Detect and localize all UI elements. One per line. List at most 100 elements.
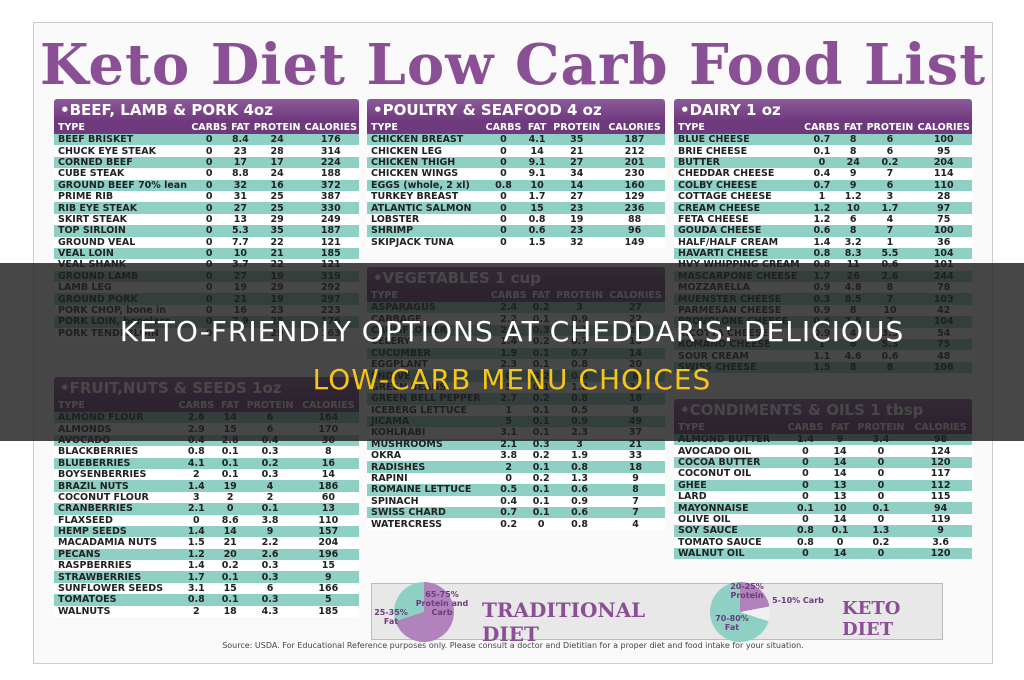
- table-row: TOP SIRLOIN 0 5.3 35 187: [54, 225, 359, 237]
- table-cell: RIB EYE STEAK: [54, 202, 190, 214]
- table-cell: 157: [297, 525, 359, 538]
- table-cell: 1.2: [802, 202, 842, 214]
- table-cell: GROUND BEEF 70% lean: [54, 179, 190, 191]
- table-row: CREAM CHEESE 1.2 10 1.7 97: [674, 202, 972, 214]
- table-cell: 0.7: [802, 179, 842, 191]
- table-cell: 0.8: [174, 594, 218, 606]
- table-cell: 1.7: [174, 571, 218, 583]
- table-cell: 117: [909, 468, 972, 480]
- table-cell: 0: [174, 514, 218, 526]
- table-cell: COCOA BUTTER: [674, 456, 784, 469]
- table-cell: 187: [302, 225, 359, 237]
- table-row: SKIPJACK TUNA 0 1.5 32 149: [367, 236, 665, 248]
- table-cell: 8.8: [229, 168, 252, 180]
- table-cell: 0.6: [524, 225, 550, 237]
- table-cell: 0.1: [852, 502, 910, 514]
- table-cell: 27: [229, 202, 252, 214]
- table-cell: BEEF BRISKET: [54, 134, 190, 146]
- table-cell: 28: [915, 190, 972, 203]
- table-row: CHICKEN BREAST 0 4.1 35 187: [367, 134, 665, 146]
- table-cell: 14: [217, 525, 243, 538]
- table-row: ATLANTIC SALMON 0 15 23 236: [367, 202, 665, 214]
- table-cell: 0: [827, 536, 853, 548]
- table-row: BLUEBERRIES 4.1 0.1 0.2 16: [54, 457, 359, 469]
- table-cell: 204: [297, 537, 359, 549]
- table-row: LOBSTER 0 0.8 19 88: [367, 213, 665, 226]
- table-cell: WALNUTS: [54, 605, 175, 618]
- table-cell: COLBY CHEESE: [674, 179, 803, 191]
- table-cell: 0: [783, 445, 828, 457]
- table-cell: 6: [841, 213, 865, 226]
- table-row: GROUND VEAL 0 7.7 22 121: [54, 236, 359, 248]
- table-cell: 8.4: [229, 134, 252, 146]
- table-cell: TOP SIRLOIN: [54, 225, 190, 237]
- table-cell: WATERCRESS: [367, 518, 488, 530]
- table-cell: 24: [251, 168, 303, 180]
- table-cell: 21: [549, 145, 605, 157]
- table-row: FETA CHEESE 1.2 6 4 75: [674, 213, 972, 226]
- table-cell: 35: [549, 134, 605, 146]
- table-cell: 94: [909, 502, 972, 514]
- table-cell: 0.8: [783, 525, 828, 537]
- section-heading: •POULTRY & SEAFOOD 4 oz: [367, 99, 665, 121]
- table-cell: COCONUT OIL: [674, 468, 784, 480]
- table-cell: CREAM CHEESE: [674, 202, 803, 214]
- table-cell: 1.5: [174, 537, 218, 549]
- table-cell: 0: [783, 547, 828, 560]
- poster-title: Keto Diet Low Carb Food List: [39, 32, 987, 98]
- table-cell: 14: [827, 547, 853, 560]
- table-row: BOYSENBERRIES 2 0.1 0.3 14: [54, 468, 359, 481]
- table-cell: 115: [909, 490, 972, 503]
- table-cell: TOMATO SAUCE: [674, 536, 784, 548]
- table-cell: 25: [251, 190, 303, 203]
- table-cell: 314: [302, 145, 359, 157]
- table-row: LARD 0 13 0 115: [674, 490, 972, 503]
- table-cell: 5.5: [864, 247, 916, 260]
- table-cell: BLUE CHEESE: [674, 134, 803, 146]
- table-cell: 110: [297, 514, 359, 526]
- table-cell: 4: [606, 518, 665, 530]
- table-cell: 124: [909, 445, 972, 457]
- table-cell: 1.4: [174, 525, 218, 538]
- table-cell: 372: [302, 179, 359, 191]
- table-cell: 0: [482, 213, 525, 226]
- table-cell: MAYONNAISE: [674, 502, 784, 514]
- traditional-pie-icon: [394, 582, 454, 642]
- table-cell: 0.1: [802, 145, 842, 157]
- table-row: CHUCK EYE STEAK 0 23 28 314: [54, 145, 359, 157]
- table-cell: 1: [802, 190, 842, 203]
- table-cell: RADISHES: [367, 461, 488, 473]
- section-heading: •DAIRY 1 oz: [674, 99, 972, 121]
- table-cell: 23: [549, 225, 605, 237]
- table-cell: GOUDA CHEESE: [674, 225, 803, 237]
- table-row: HEMP SEEDS 1.4 14 9 157: [54, 525, 359, 538]
- table-row: GOUDA CHEESE 0.6 8 7 100: [674, 225, 972, 237]
- table-cell: 8: [841, 145, 865, 157]
- table-cell: 3: [174, 491, 218, 504]
- table-cell: 34: [549, 168, 605, 180]
- table-cell: 0.6: [552, 507, 607, 519]
- table-cell: 10: [524, 179, 550, 191]
- table-cell: 14: [827, 513, 853, 526]
- table-cell: 4: [242, 480, 298, 492]
- table-cell: 0.3: [529, 438, 553, 451]
- table-row: FLAXSEED 0 8.6 3.8 110: [54, 514, 359, 526]
- table-cell: 2.6: [242, 548, 298, 561]
- table-cell: 110: [915, 179, 972, 191]
- table-cell: MACADAMIA NUTS: [54, 537, 175, 549]
- table-cell: VEAL LOIN: [54, 247, 190, 260]
- table-cell: 4.1: [174, 457, 218, 469]
- table-cell: 8: [841, 225, 865, 237]
- table-cell: 0: [529, 518, 553, 530]
- table-cell: 0: [482, 168, 525, 180]
- table-cell: 0.3: [242, 594, 298, 606]
- table-cell: 387: [302, 190, 359, 203]
- table-cell: 2: [174, 468, 218, 481]
- table-cell: SOY SAUCE: [674, 525, 784, 537]
- table-row: SPINACH 0.4 0.1 0.9 7: [367, 495, 665, 508]
- table-row: PRIME RIB 0 31 25 387: [54, 190, 359, 203]
- table-row: WALNUT OIL 0 14 0 120: [674, 547, 972, 560]
- table-cell: 176: [302, 134, 359, 146]
- table-cell: 1.7: [524, 190, 550, 203]
- table-cell: 0.8: [552, 518, 607, 530]
